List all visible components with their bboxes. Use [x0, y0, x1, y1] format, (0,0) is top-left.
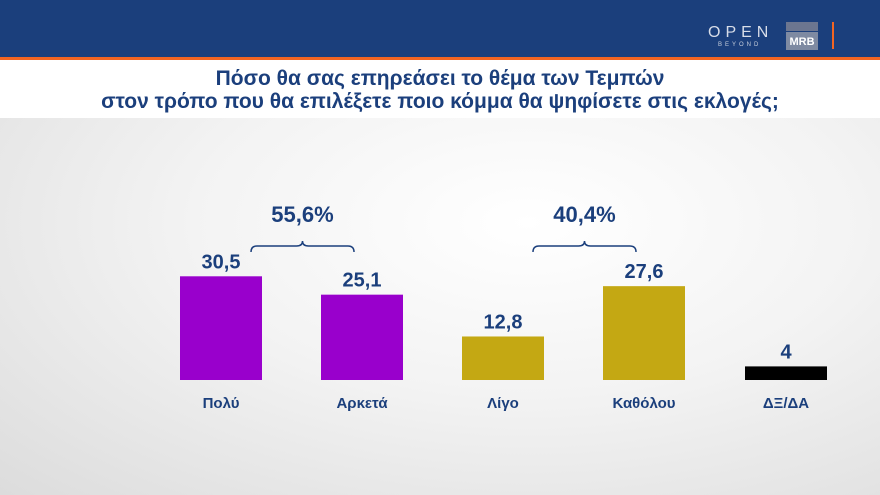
bar-0: [180, 276, 262, 380]
bar-1: [321, 294, 403, 380]
chart-title-line-1: Πόσο θα σας επηρεάσει το θέμα των Τεμπών: [215, 67, 665, 90]
group-brace-1: [532, 240, 637, 253]
chart-title-line-2: στον τρόπο που θα επιλέξετε ποιο κόμμα θ…: [101, 90, 779, 113]
category-label-2: Λίγο: [487, 395, 519, 412]
group-total-1: 40,4%: [553, 202, 615, 227]
group-brace-0: [250, 240, 355, 253]
bar-2: [462, 336, 544, 380]
mrb-logo: MRB: [786, 22, 818, 50]
category-label-4: ΔΞ/ΔΑ: [763, 395, 809, 412]
accent-line: [0, 57, 880, 60]
logo-separator: [832, 22, 834, 49]
value-label-3: 27,6: [625, 261, 664, 283]
category-label-0: Πολύ: [203, 395, 240, 412]
open-logo-beyond: BEYOND: [718, 42, 762, 48]
bar-3: [603, 286, 685, 380]
title-band: [0, 60, 880, 118]
top-bar: [0, 0, 880, 57]
group-total-0: 55,6%: [271, 202, 333, 227]
value-label-2: 12,8: [484, 311, 523, 333]
category-label-3: Καθόλου: [612, 395, 675, 412]
value-label-0: 30,5: [202, 251, 241, 273]
bar-4: [745, 366, 827, 380]
value-label-1: 25,1: [343, 270, 382, 292]
category-label-1: Αρκετά: [336, 395, 388, 412]
open-logo: OPEN: [708, 24, 774, 41]
value-label-4: 4: [780, 341, 792, 363]
